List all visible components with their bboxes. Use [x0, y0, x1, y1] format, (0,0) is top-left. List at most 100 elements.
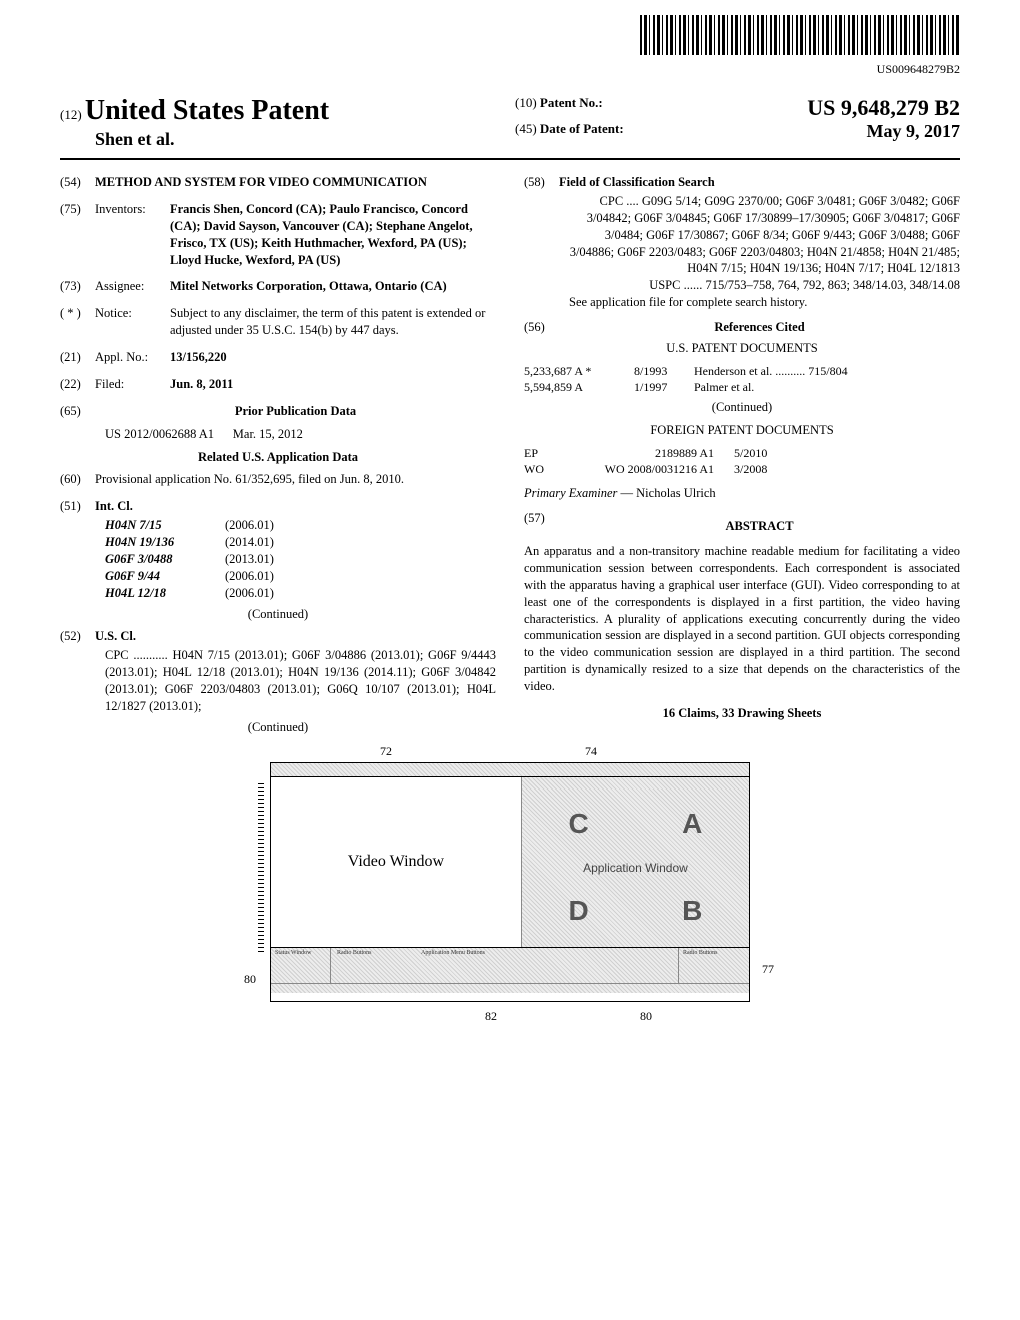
ref-who: Henderson et al. .......... 715/804 — [694, 363, 960, 379]
patent-no-code: (10) — [515, 95, 537, 111]
examiner-label: Primary Examiner — [524, 486, 617, 500]
examiner-row: Primary Examiner — Nicholas Ulrich — [524, 485, 960, 502]
date-code: (45) — [515, 121, 537, 137]
related-body: Provisional application No. 61/352,695, … — [95, 471, 496, 488]
assignee-label: Assignee: — [95, 278, 170, 295]
intcl-continued: (Continued) — [60, 606, 496, 623]
assignee-text: Mitel Networks Corporation, Ottawa, Onta… — [170, 278, 496, 295]
video-label: Video Window — [348, 853, 444, 871]
ref-fnum: 2189889 A1 — [564, 445, 734, 461]
callout-80b: 80 — [640, 1009, 652, 1024]
refs-row: 5,594,859 A1/1997Palmer et al. — [524, 379, 960, 395]
refs-row: WOWO 2008/0031216 A13/2008 — [524, 461, 960, 477]
figure: 72 74 77 80 80 82 Video Window C A Appli… — [270, 762, 750, 1002]
priorpub-title: Prior Publication Data — [95, 403, 496, 420]
callout-74: 74 — [585, 744, 597, 759]
app-top-strip — [522, 777, 749, 789]
field-uspc: USPC ...... 715/753–758, 764, 792, 863; … — [569, 277, 960, 294]
radio-label-left: Radio Buttons — [337, 950, 372, 956]
bs-status: Status Window — [271, 948, 331, 983]
priorpub-num: US 2012/0062688 A1 — [105, 427, 214, 441]
ref-fnum: WO 2008/0031216 A1 — [564, 461, 734, 477]
uscl-label: U.S. Cl. — [95, 628, 496, 645]
patent-no-label: Patent No.: — [540, 95, 603, 111]
notice-text: Subject to any disclaimer, the term of t… — [170, 305, 496, 339]
ref-date: 8/1993 — [634, 363, 694, 379]
callout-72: 72 — [380, 744, 392, 759]
assignee-code: (73) — [60, 278, 95, 295]
filed-code: (22) — [60, 376, 95, 393]
related-title: Related U.S. Application Data — [60, 449, 496, 466]
intcl-date-val: (2006.01) — [225, 585, 274, 602]
refs-us-title: U.S. PATENT DOCUMENTS — [524, 340, 960, 357]
video-window: Video Window — [271, 777, 522, 947]
cell-b: B — [635, 876, 749, 947]
refs-foreign-list: EP2189889 A15/2010WOWO 2008/0031216 A13/… — [524, 445, 960, 477]
kind-code: (12) — [60, 107, 82, 122]
ref-fdate: 5/2010 — [734, 445, 767, 461]
intcl-list: H04N 7/15(2006.01)H04N 19/136(2014.01)G0… — [60, 517, 496, 601]
priorpub-date: Mar. 15, 2012 — [233, 427, 303, 441]
filed-label: Filed: — [95, 376, 170, 393]
intcl-date-val: (2006.01) — [225, 568, 274, 585]
claims-line: 16 Claims, 33 Drawing Sheets — [524, 705, 960, 722]
applno-label: Appl. No.: — [95, 349, 170, 366]
intcl-code-val: H04N 7/15 — [105, 517, 225, 534]
ref-fdate: 3/2008 — [734, 461, 767, 477]
intcl-date-val: (2013.01) — [225, 551, 274, 568]
side-ruler — [258, 782, 264, 952]
refs-title: References Cited — [559, 319, 960, 336]
barcode-image — [640, 15, 960, 55]
uscl-text: CPC ........... H04N 7/15 (2013.01); G06… — [105, 648, 496, 713]
footer-strip — [271, 983, 749, 993]
refs-us-list: 5,233,687 A *8/1993Henderson et al. ....… — [524, 363, 960, 395]
applno-value: 13/156,220 — [170, 349, 496, 366]
callout-80a: 80 — [244, 972, 256, 987]
refs-row: EP2189889 A15/2010 — [524, 445, 960, 461]
intcl-code-val: G06F 9/44 — [105, 568, 225, 585]
right-column: (58) Field of Classification Search CPC … — [524, 174, 960, 742]
priorpub-row: US 2012/0062688 A1 Mar. 15, 2012 — [105, 426, 496, 443]
notice-label: Notice: — [95, 305, 170, 339]
bs-appmenu: Radio Buttons Application Menu Buttons — [331, 948, 679, 983]
inventors-code: (75) — [60, 201, 95, 269]
patent-no: US 9,648,279 B2 — [807, 95, 960, 121]
header: (12) United States Patent Shen et al. (1… — [60, 95, 960, 160]
abstract-code: (57) — [524, 510, 559, 543]
invention-title: METHOD AND SYSTEM FOR VIDEO COMMUNICATIO… — [95, 174, 496, 191]
abstract-title: ABSTRACT — [559, 518, 960, 535]
field-label: Field of Classification Search — [559, 174, 960, 191]
intcl-code-val: G06F 3/0488 — [105, 551, 225, 568]
application-window: C A Application Window D B — [522, 777, 749, 947]
main-panes: Video Window C A Application Window D B — [271, 777, 749, 947]
intcl-row: H04N 19/136(2014.01) — [105, 534, 496, 551]
figure-frame: Video Window C A Application Window D B … — [270, 762, 750, 1002]
doc-kind: United States Patent — [85, 95, 329, 126]
ref-date: 1/1997 — [634, 379, 694, 395]
applno-code: (21) — [60, 349, 95, 366]
filed-value: Jun. 8, 2011 — [170, 376, 496, 393]
intcl-row: G06F 9/44(2006.01) — [105, 568, 496, 585]
inventors-label: Inventors: — [95, 201, 170, 269]
ref-cc: EP — [524, 445, 564, 461]
refs-foreign-title: FOREIGN PATENT DOCUMENTS — [524, 422, 960, 439]
ref-who: Palmer et al. — [694, 379, 960, 395]
radio-label-right: Radio Buttons — [683, 950, 718, 956]
intcl-date-val: (2006.01) — [225, 517, 274, 534]
appmenu-label: Application Menu Buttons — [421, 950, 485, 956]
date-label: Date of Patent: — [540, 121, 624, 137]
bottom-strip: Status Window Radio Buttons Application … — [271, 947, 749, 983]
field-cpc: CPC .... G09G 5/14; G09G 2370/00; G06F 3… — [569, 193, 960, 277]
field-note: See application file for complete search… — [569, 294, 960, 311]
ref-cc: WO — [524, 461, 564, 477]
refs-code: (56) — [524, 319, 559, 336]
left-column: (54) METHOD AND SYSTEM FOR VIDEO COMMUNI… — [60, 174, 496, 742]
inventors-list: Francis Shen, Concord (CA); Paulo Franci… — [170, 201, 496, 269]
authors: Shen et al. — [95, 129, 505, 150]
uscl-continued: (Continued) — [60, 719, 496, 736]
intcl-date-val: (2014.01) — [225, 534, 274, 551]
title-code: (54) — [60, 174, 95, 191]
assignee-value: Mitel Networks Corporation, Ottawa, Onta… — [170, 279, 447, 293]
intcl-row: H04L 12/18(2006.01) — [105, 585, 496, 602]
ref-num: 5,233,687 A * — [524, 363, 634, 379]
